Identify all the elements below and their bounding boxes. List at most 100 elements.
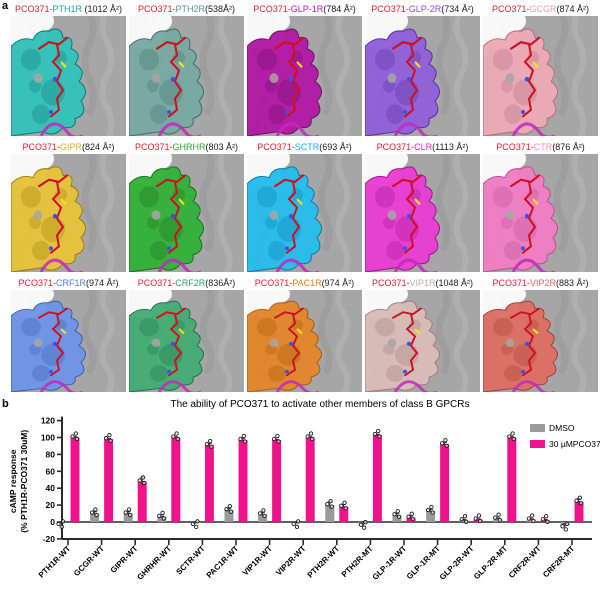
nitrogen-atom [167,109,171,115]
helix-ribbon [435,154,451,253]
nitrogen-atom [285,246,289,251]
pco371-ligand [38,36,68,118]
data-point [209,444,214,449]
bar-pco371 [272,440,282,522]
helix-ribbon [217,154,233,272]
receptor-surface [129,28,204,136]
ligand-name: PCO371- [376,142,415,152]
data-point [545,519,550,524]
nitrogen-atom [288,213,294,219]
structure-rendering [129,16,244,136]
receptor-surface [129,166,204,272]
peptide-ribbon [39,122,83,136]
nitrogen-atom [524,213,530,219]
helix-ribbon [435,290,451,375]
structure-panel: PCO371-CRF1R(974 Å²) [11,276,126,392]
pocket-area: (784 Å²) [323,4,356,14]
sulfur-atom [296,61,303,69]
structure-rendering [247,16,362,136]
sulfur-atom [178,198,185,206]
structure-panel: PCO371-PTH2R(538Å²) [129,2,244,136]
structure-panel: PCO371-GIPR(824 Å²) [11,140,126,272]
x-tick-label: GLP-1R-MT [405,544,442,581]
pco371-ligand [156,307,186,377]
data-point [392,512,397,517]
nitrogen-atom [403,369,407,374]
peptide-ribbon [157,380,201,392]
data-point [224,507,229,512]
y-tick-label: 40 [46,483,56,493]
data-point [540,517,546,522]
receptor-surface [11,28,86,136]
data-point [329,504,334,509]
bar-dmso [258,514,268,522]
pocket-area: (874 Å²) [556,4,590,14]
nitrogen-atom [406,213,412,219]
sulfur-atom [178,328,185,335]
helix-ribbon [317,290,333,375]
y-tick-label: 60 [46,466,56,476]
data-point [208,438,213,444]
data-point [257,511,263,516]
peptide-ribbon [39,380,83,392]
bar-pco371 [104,439,114,522]
helix-ribbon [335,154,351,272]
x-tick-label: PTH2R-WT [306,544,342,580]
nitrogen-atom [52,341,58,346]
legend-label: DMSO [549,423,575,433]
data-point [409,511,414,516]
receptor-name: GLP-2R [408,4,442,14]
panel-title: PCO371-CLR(1113 Å²) [365,140,480,154]
pocket-area: (836Å²) [205,278,236,288]
sulfur-atom [532,328,539,335]
panel-title: PCO371-CTR(876 Å²) [483,140,598,154]
pocket-area: (883 Å²) [556,278,589,288]
nitrogen-atom [406,76,412,82]
legend-swatch-dmso [530,424,545,432]
data-point [577,495,582,500]
data-point [242,439,248,444]
structure-rendering [483,154,598,272]
data-point [161,516,166,521]
receptor-surface [483,28,558,136]
data-point [507,434,512,439]
data-point [275,433,280,439]
data-point [171,434,176,439]
x-tick-label: CRF2R-WT [507,544,543,580]
panel-b-label: b [2,398,9,410]
ligand-name: PCO371- [371,278,410,288]
receptor-name: GIPR [60,142,83,152]
nitrogen-atom [170,341,176,346]
bar-pco371 [137,481,147,522]
data-point [531,518,536,524]
data-point [339,503,344,508]
panel-title: PCO371-GIPR(824 Å²) [11,140,126,154]
receptor-name: PAC1R [292,278,322,288]
x-tick-label: GHRHR-WT [135,544,173,582]
data-point [94,512,99,518]
y-axis-label: cAMP response [8,449,18,513]
y-tick-label: 120 [41,416,55,426]
data-point [362,525,367,530]
nitrogen-atom [406,341,412,346]
structure-rendering [365,16,480,136]
bar-dmso [90,513,100,522]
nitrogen-atom [52,213,58,219]
x-tick-label: GLP-2R-WT [438,544,476,582]
helix-ribbon [335,290,351,392]
data-point [157,513,162,519]
receptor-name: CRF1R [56,278,87,288]
pocket-area: (693 Å²) [319,142,352,152]
data-point [261,508,266,513]
structure-panel: PCO371-GLP-1R(784 Å²) [247,2,362,136]
data-point [462,514,468,519]
data-point [574,498,579,503]
helix-ribbon [571,154,587,272]
panel-title: PCO371-VIP2R(883 Å²) [483,276,598,290]
bar-dmso [325,505,335,522]
peptide-ribbon [393,258,437,272]
bar-pco371 [204,445,214,522]
data-point [526,516,532,521]
data-point [227,504,232,509]
data-point [443,438,448,443]
